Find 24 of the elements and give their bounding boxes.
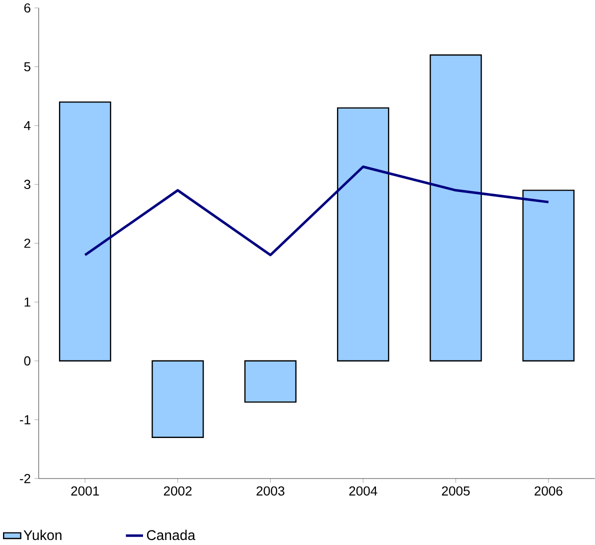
bar [337, 107, 390, 362]
bar [244, 360, 297, 402]
y-tick-label: 4 [24, 120, 31, 130]
x-tick-label: 2003 [256, 486, 284, 496]
y-tick-label: 2 [24, 238, 30, 248]
x-tick-label: 2001 [71, 486, 99, 496]
y-tick-label: 5 [24, 62, 30, 72]
legend-label: Yukon [24, 530, 62, 540]
x-tick-label: 2005 [442, 486, 470, 496]
bar [58, 101, 112, 362]
x-tick-label: 2006 [534, 486, 562, 496]
y-tick-label: 3 [24, 180, 30, 189]
x-tick-label: 2004 [349, 486, 378, 496]
legend-label: Canada [146, 530, 196, 540]
y-tick-label: 1 [24, 297, 30, 306]
x-tick-label: 2002 [164, 486, 192, 496]
bar [152, 360, 204, 438]
bar [522, 189, 575, 362]
bar [430, 54, 482, 362]
y-tick-label: 6 [24, 3, 30, 12]
line-series [84, 165, 550, 256]
y-tick-label: 0 [24, 356, 30, 366]
y-tick-label: -1 [20, 415, 30, 424]
y-tick-label: -2 [20, 474, 30, 483]
